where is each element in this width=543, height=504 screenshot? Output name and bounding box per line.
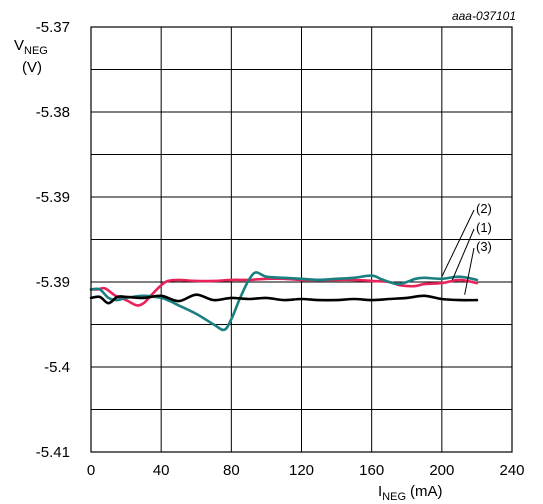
x-tick-label: 240 [499,462,524,479]
x-tick-label: 120 [289,462,314,479]
annotation-label: (1) [476,220,492,235]
annotation-label: (2) [476,201,492,216]
x-tick-label: 80 [223,462,240,479]
x-tick-label: 200 [429,462,454,479]
y-tick-label: -5.39 [36,189,70,206]
grid [91,27,512,452]
annotation-leader [451,228,475,281]
tick-labels: 0 40 80 120 160 200 240 -5.37 -5.38 -5.39 -5.39 -5.… [36,19,525,479]
series-layer [89,271,479,332]
y-tick-label: -5.39 [36,274,70,291]
plot-frame [90,26,513,453]
y-axis-unit: (V) [22,59,42,76]
svg-text:INEG(mA): INEG (mA) [378,483,443,503]
svg-text:VNEG: VNEG [14,37,48,57]
y-tick-label: -5.41 [36,444,70,461]
y-tick-label: -5.37 [36,19,70,36]
annotation-leader [464,247,475,295]
plot-border [90,26,513,453]
annotation-leader [441,209,475,277]
series-annotations: (2) (1) (3) [441,201,492,295]
series-line [89,277,479,307]
series-line [89,271,479,332]
x-axis-label-sub: NEG [382,491,406,503]
x-axis-unit: (mA) [410,483,443,500]
y-tick-label: -5.4 [44,359,70,376]
y-tick-label: -5.38 [36,104,70,121]
annotation-label: (3) [476,239,492,254]
x-axis-label: INEG (mA) [378,483,443,503]
x-tick-label: 0 [87,462,95,479]
y-axis-label-main: V [14,37,24,54]
y-axis-label: VNEG (V) [14,37,48,76]
x-tick-label: 160 [359,462,384,479]
series-line [89,293,479,305]
document-id: aaa-037101 [452,9,516,23]
x-axis-label-main: I [378,483,382,500]
y-axis-label-sub: NEG [24,45,48,57]
x-tick-label: 40 [153,462,170,479]
